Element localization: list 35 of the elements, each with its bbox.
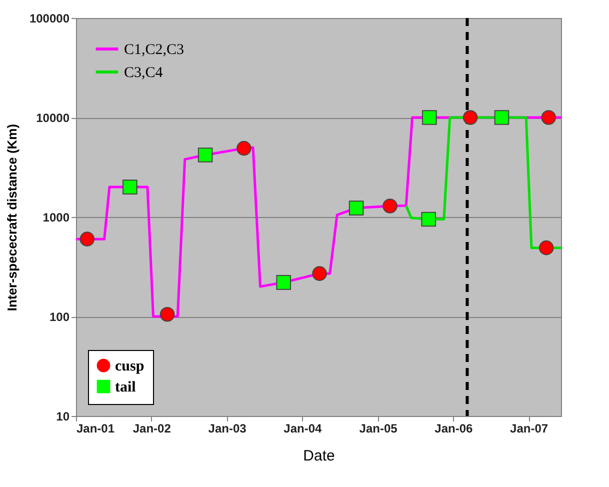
x-tick-label: Jan-04 (284, 422, 322, 436)
point (160, 307, 175, 322)
point (538, 240, 554, 256)
point (198, 148, 213, 162)
point (462, 110, 478, 125)
legend-label: cusp (115, 358, 144, 374)
point (236, 140, 252, 156)
y-tick-label: 1000 (42, 210, 70, 224)
x-tick-label: Jan-01 (76, 422, 115, 436)
x-tick-label: Jan-05 (359, 422, 398, 436)
line-series (74, 116, 562, 318)
point (494, 110, 510, 125)
point (348, 200, 364, 216)
y-axis-title: Inter-spececraft distance (Km) (4, 124, 20, 312)
x-tick-label: Jan-07 (510, 422, 548, 436)
point (80, 232, 95, 246)
point (541, 110, 556, 125)
point (122, 180, 138, 194)
point (421, 212, 436, 227)
x-axis-title: Date (303, 448, 335, 464)
legend-label: C1,C2,C3 (124, 42, 184, 58)
x-tick-label: Jan-02 (132, 422, 172, 436)
y-tick-label: 10000 (36, 111, 70, 125)
point (382, 198, 398, 214)
y-tick-label: 100000 (29, 12, 70, 26)
legend-label: tail (115, 380, 136, 396)
y-tick-label: 100 (49, 310, 70, 324)
y-tick-label: 10 (56, 410, 70, 424)
point (312, 266, 327, 281)
point (422, 110, 437, 125)
line-series (404, 116, 562, 250)
legend-label: C3,C4 (124, 65, 164, 81)
point (276, 275, 291, 290)
x-tick-label: Jan-03 (208, 422, 247, 436)
x-tick-label: Jan-06 (434, 422, 474, 436)
